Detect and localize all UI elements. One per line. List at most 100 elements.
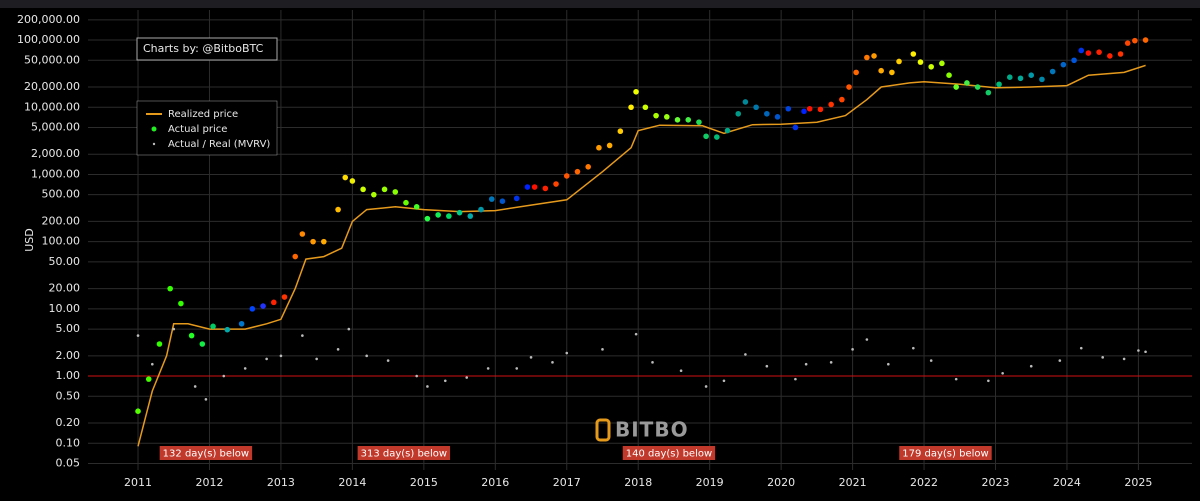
data-point	[735, 110, 742, 117]
data-point	[696, 119, 702, 125]
annotation: 179 day(s) below	[902, 449, 988, 460]
legend-box	[136, 100, 278, 156]
data-point	[342, 174, 349, 181]
data-point	[265, 357, 268, 361]
data-point	[260, 303, 266, 309]
data-point	[792, 124, 799, 131]
data-point	[279, 354, 283, 358]
data-point	[204, 398, 208, 401]
data-point	[912, 346, 915, 350]
data-point	[392, 189, 399, 195]
data-point	[633, 88, 639, 95]
y-tick-label: 5.00	[56, 322, 81, 335]
y-tick-label: 2,000.00	[31, 147, 80, 160]
data-point	[1142, 37, 1149, 43]
data-point	[679, 369, 683, 373]
data-point	[744, 353, 747, 356]
data-point	[542, 185, 549, 192]
data-point	[871, 53, 877, 59]
data-point	[864, 54, 870, 61]
data-point	[865, 338, 869, 341]
data-point	[456, 209, 463, 216]
data-point	[360, 186, 366, 193]
data-point	[499, 198, 506, 204]
y-tick-label: 5,000.00	[31, 120, 80, 133]
data-point	[753, 104, 759, 111]
y-tick-label: 20.00	[49, 282, 81, 295]
x-tick-label: 2014	[338, 476, 366, 489]
data-point	[1085, 50, 1092, 56]
data-point	[424, 215, 431, 222]
data-point	[467, 213, 474, 219]
annotation: 140 day(s) below	[626, 449, 712, 460]
data-point	[315, 357, 318, 361]
data-point	[167, 285, 173, 292]
data-point	[270, 299, 277, 306]
data-point	[531, 184, 538, 190]
data-point	[513, 195, 520, 202]
data-point	[828, 101, 834, 108]
y-tick-label: 500.00	[42, 188, 81, 201]
data-point	[896, 58, 902, 65]
data-point	[243, 367, 247, 370]
credit: Charts by: @BitboBTC	[143, 42, 264, 55]
data-point	[249, 306, 256, 312]
data-point	[851, 348, 854, 351]
data-point	[349, 178, 356, 184]
data-point	[785, 105, 792, 112]
data-point	[765, 364, 769, 368]
x-tick-label: 2012	[195, 476, 223, 489]
data-point	[1058, 359, 1062, 362]
data-point	[887, 362, 890, 366]
x-tick-label: 2016	[481, 476, 509, 489]
data-point	[135, 408, 141, 414]
data-point	[415, 374, 418, 378]
data-point	[553, 181, 559, 187]
grid	[88, 10, 1192, 470]
series-line	[137, 64, 1146, 447]
data-point	[817, 106, 824, 113]
y-tick-label: 100.00	[42, 235, 81, 248]
data-point	[742, 99, 749, 105]
data-point	[985, 89, 992, 96]
data-point	[685, 117, 692, 123]
data-point	[413, 204, 420, 210]
data-point	[634, 332, 638, 336]
data-point	[403, 199, 409, 206]
x-tick-label: 2025	[1124, 476, 1152, 489]
data-point	[347, 327, 351, 331]
y-tick-label: 2.00	[56, 349, 81, 362]
data-point	[764, 110, 770, 117]
data-point	[310, 238, 316, 245]
y-tick-label: 200.00	[42, 214, 81, 227]
annotation-box	[899, 446, 992, 460]
data-point	[1144, 350, 1147, 354]
data-point	[151, 362, 154, 366]
y-tick-label: 0.20	[56, 416, 81, 429]
data-point	[917, 59, 924, 65]
y-tick-label: 100,000.00	[17, 33, 80, 46]
y-axis-label: USD	[23, 228, 36, 252]
data-point	[714, 134, 720, 140]
data-point	[178, 300, 184, 307]
data-point	[674, 117, 681, 123]
watermark-text: BITBO	[615, 418, 689, 442]
data-point	[703, 133, 709, 140]
data-point	[987, 379, 990, 383]
data-point	[563, 173, 570, 179]
data-point	[443, 379, 447, 383]
data-point	[336, 348, 340, 351]
x-tick-label: 2024	[1053, 476, 1081, 489]
annotation: 313 day(s) below	[361, 449, 447, 460]
data-point	[238, 320, 245, 327]
legend: Realized price Actual price Actual / Real …	[146, 109, 270, 150]
y-tick-label: 50,000.00	[24, 53, 80, 66]
data-point	[335, 206, 341, 213]
x-tick-label: 2019	[696, 476, 724, 489]
y-tick-label: 0.05	[56, 456, 81, 469]
data-point	[964, 80, 970, 86]
data-point	[210, 323, 216, 330]
data-point	[889, 69, 895, 76]
